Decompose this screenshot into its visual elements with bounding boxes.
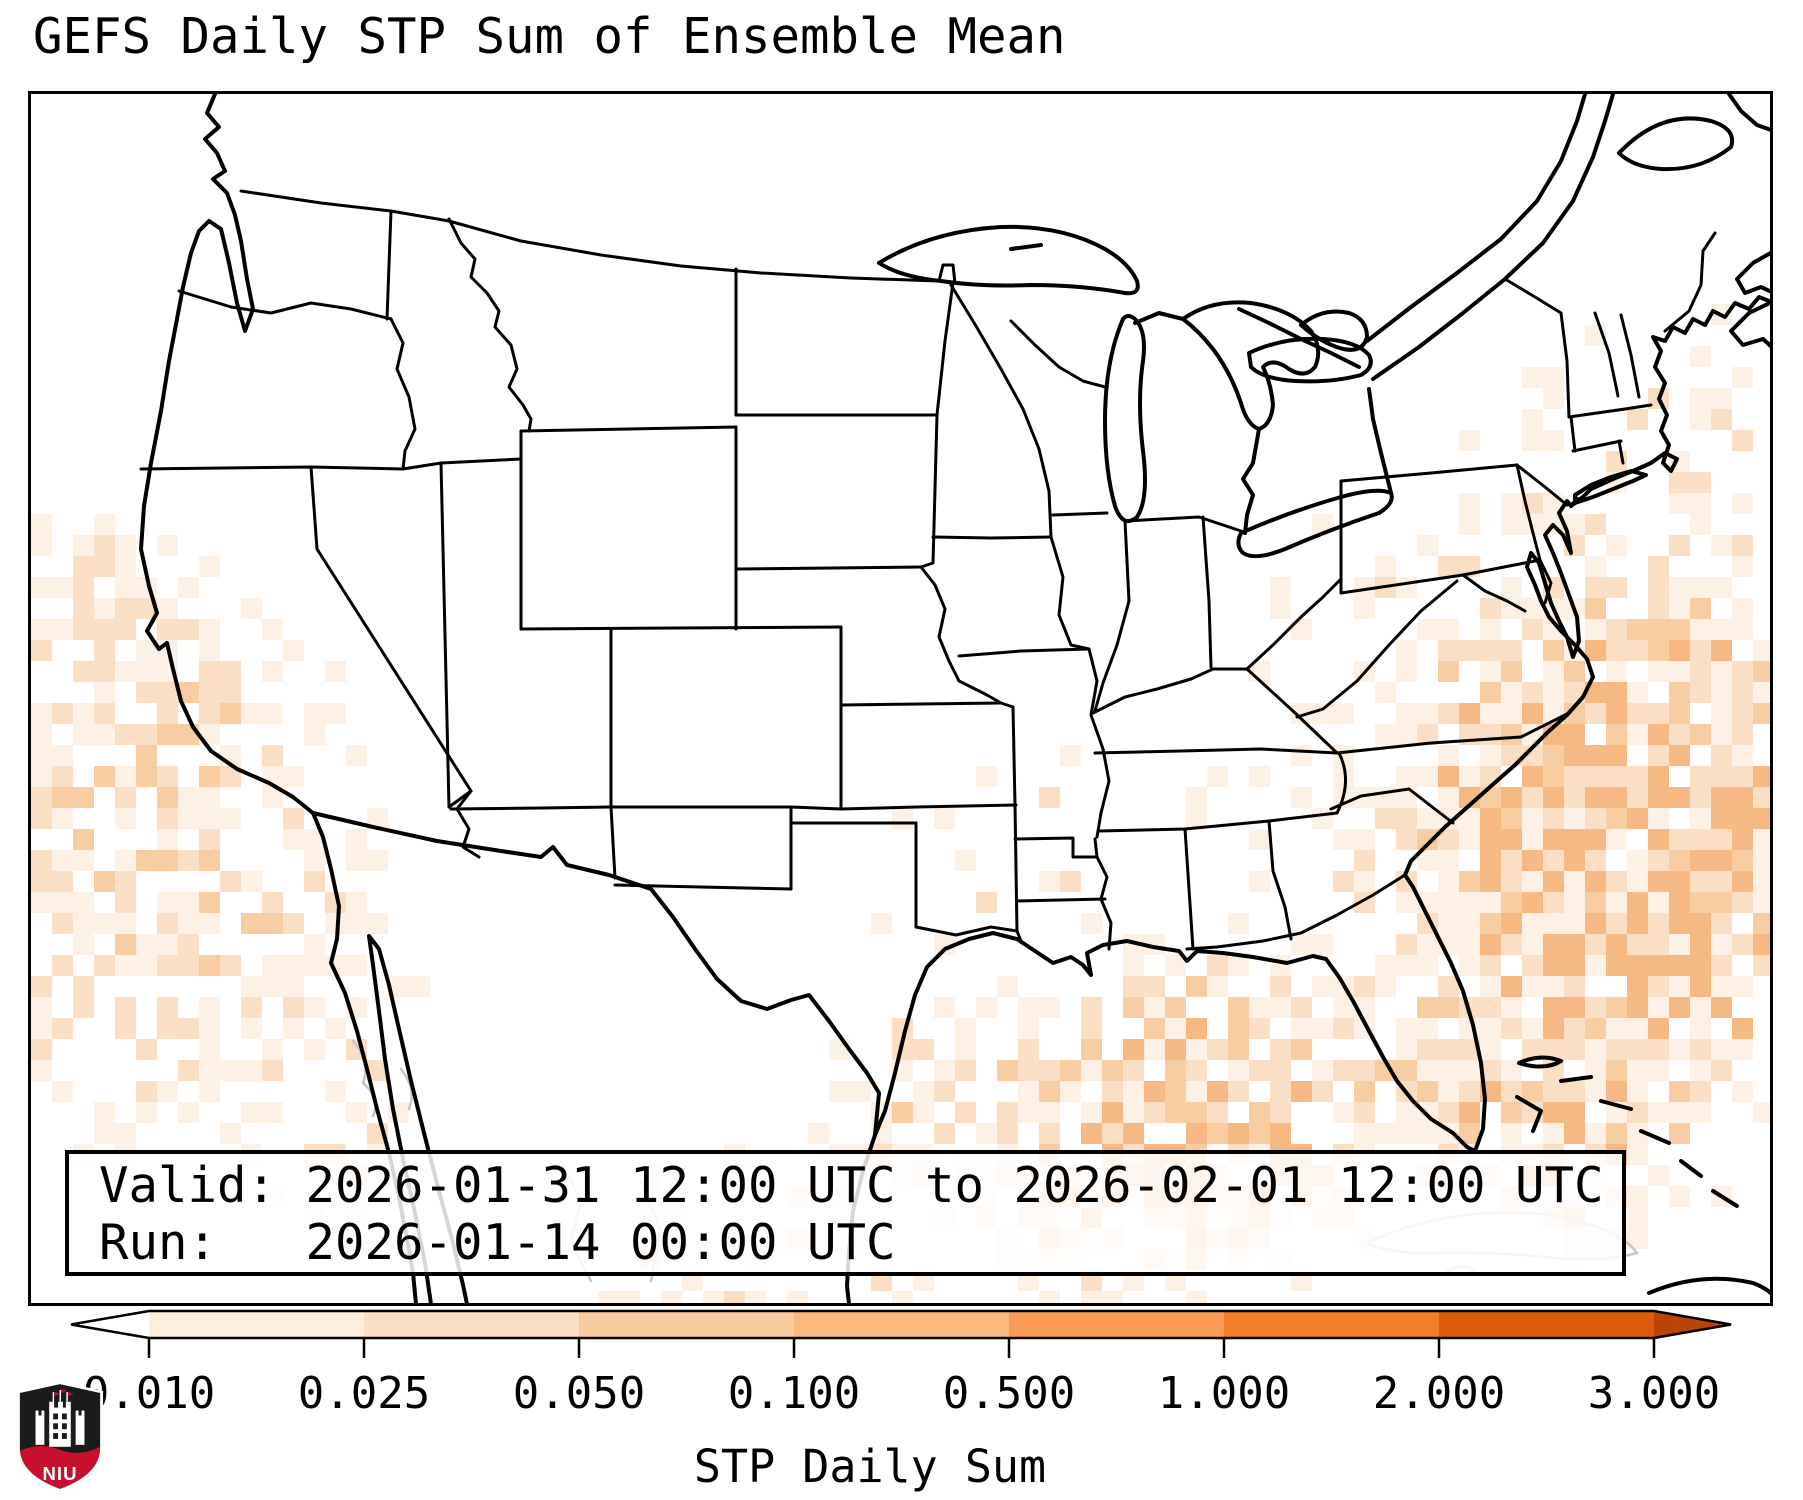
valid-time-text: Valid: 2026-01-31 12:00 UTC to 2026-02-0…: [99, 1157, 1604, 1214]
logo-text: NIU: [43, 1463, 78, 1484]
run-time-text: Run: 2026-01-14 00:00 UTC: [99, 1214, 896, 1271]
castle-windows: [53, 1413, 67, 1439]
figure-title: GEFS Daily STP Sum of Ensemble Mean: [33, 8, 1066, 65]
colorbar-tick-label: 1.000: [1158, 1368, 1290, 1419]
colorbar-segment: [364, 1311, 579, 1338]
colorbar-segment: [1224, 1311, 1439, 1338]
colorbar-segment: [794, 1311, 1009, 1338]
colorbar-segment: [149, 1311, 364, 1338]
conus-map: [31, 94, 1770, 1303]
colorbar-tick-label: 0.025: [298, 1368, 430, 1419]
state-borders: [139, 189, 1717, 951]
colorbar-tick-label: 2.000: [1373, 1368, 1505, 1419]
colorbar-tick-label: 0.500: [943, 1368, 1075, 1419]
logo-red-band: [19, 1446, 101, 1489]
colorbar-tick-label: 0.100: [728, 1368, 860, 1419]
niu-logo: NIU: [16, 1381, 104, 1493]
colorbar-over-arrow: [1654, 1311, 1731, 1338]
colorbar-axis-label: STP Daily Sum: [693, 1440, 1047, 1493]
map-frame: [28, 91, 1773, 1306]
colorbar: 0.010 0.025 0.050 0.100 0.500 1.000 2.000 3.000: [70, 1309, 1732, 1419]
coastlines: [139, 94, 1770, 1303]
colorbar-segment: [1009, 1311, 1224, 1338]
colorbar-segment: [1439, 1311, 1654, 1338]
castle-flags: [54, 1389, 74, 1396]
colorbar-tick-label: 3.000: [1588, 1368, 1720, 1419]
colorbar-tick-label: 0.010: [83, 1368, 215, 1419]
colorbar-under-arrow: [71, 1311, 149, 1338]
colorbar-tick-label: 0.050: [513, 1368, 645, 1419]
info-box: Valid: 2026-01-31 12:00 UTC to 2026-02-0…: [65, 1150, 1626, 1276]
colorbar-segment: [579, 1311, 794, 1338]
